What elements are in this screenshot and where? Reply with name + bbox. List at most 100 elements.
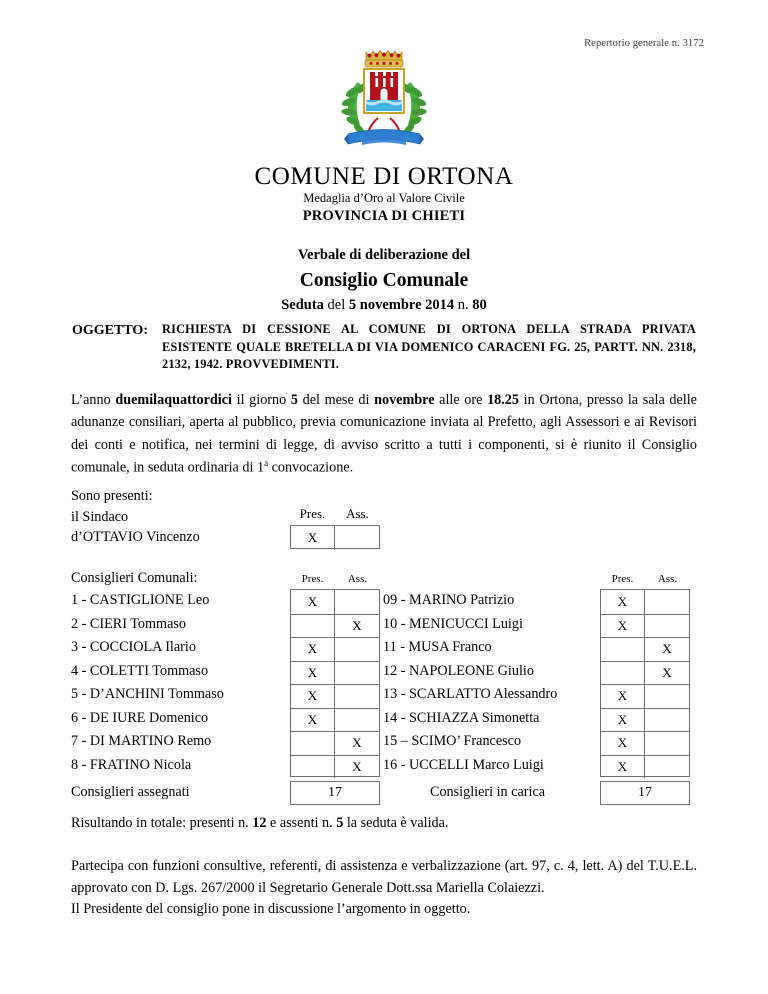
- right-ass-cell-7[interactable]: [645, 732, 689, 755]
- left-ass-cell-4[interactable]: [335, 662, 379, 685]
- left-column-headers: Pres. Ass.: [290, 573, 380, 585]
- councillor-name: 09 - MARINO Patrizio: [383, 592, 515, 609]
- table-row: X: [291, 590, 379, 614]
- intro-part-e: in Ortona, presso la sala delle adunanze…: [71, 392, 697, 477]
- left-ass-cell-6[interactable]: [335, 709, 379, 732]
- table-row: X: [291, 613, 379, 637]
- left-pres-cell-4[interactable]: X: [291, 661, 335, 684]
- right-pres-cell-6[interactable]: X: [601, 708, 645, 731]
- intro-paragraph: L’anno duemilaquattordici il giorno 5 de…: [71, 389, 697, 479]
- left-pres-cell-1[interactable]: X: [291, 590, 335, 614]
- table-row: X: [601, 660, 689, 684]
- list-item: 14 - SCHIAZZA Simonetta: [383, 707, 598, 731]
- consiglio-comunale-label: Consiglio Comunale: [299, 270, 469, 292]
- right-ass-cell-4[interactable]: X: [662, 664, 672, 680]
- councillor-name: 15 – SCIMO’ Francesco: [383, 733, 522, 750]
- assenti-count: 5: [336, 815, 344, 831]
- sindaco-attendance-box: X: [290, 525, 380, 550]
- left-pres-cell-3[interactable]: X: [291, 638, 335, 661]
- left-ass-header: Ass.: [347, 573, 368, 585]
- list-item: 12 - NAPOLEONE Giulio: [383, 660, 598, 684]
- intro-time: 18.25: [487, 392, 519, 408]
- right-pres-cell-1[interactable]: X: [601, 590, 645, 614]
- right-ass-cell-6[interactable]: [645, 709, 689, 732]
- left-ass-cell-5[interactable]: [335, 685, 379, 708]
- seduta-line: Seduta del 5 novembre 2014 n. 80: [0, 297, 768, 314]
- seduta-del: del: [327, 297, 346, 314]
- right-pres-cell-7[interactable]: X: [601, 732, 645, 755]
- left-pres-header: Pres.: [301, 573, 324, 585]
- left-pres-cell-5[interactable]: X: [291, 685, 335, 708]
- councillor-name: 5 - D’ANCHINI Tommaso: [71, 686, 224, 703]
- list-item: 7 - DI MARTINO Remo: [71, 730, 286, 754]
- right-pres-cell-5[interactable]: X: [601, 685, 645, 708]
- consiglieri-comunali-heading: Consiglieri Comunali:: [71, 570, 198, 586]
- seduta-date: 5 novembre 2014: [348, 297, 455, 314]
- table-row: X: [291, 684, 379, 708]
- sindaco-ass-header: Ass.: [346, 506, 369, 521]
- risultando-part-a: Risultando in totale: presenti n.: [71, 815, 253, 831]
- list-item: 15 – SCIMO’ Francesco: [383, 730, 598, 754]
- councillor-name: 16 - UCCELLI Marco Luigi: [383, 756, 544, 773]
- left-ass-cell-3[interactable]: [335, 638, 379, 661]
- table-row: X: [291, 526, 379, 550]
- table-row: X: [291, 637, 379, 661]
- left-pres-cell-7[interactable]: [291, 732, 335, 755]
- right-ass-header: Ass.: [657, 573, 678, 585]
- presidente-paragraph: Il Presidente del consiglio pone in disc…: [71, 901, 471, 917]
- left-pres-cell-6[interactable]: X: [291, 708, 335, 731]
- councillor-name: 4 - COLETTI Tommaso: [71, 662, 209, 679]
- intro-part-d: alle ore: [434, 392, 488, 408]
- list-item: 16 - UCCELLI Marco Luigi: [383, 754, 598, 778]
- right-ass-cell-3[interactable]: X: [662, 641, 672, 657]
- risultando-line: Risultando in totale: presenti n. 12 e a…: [71, 812, 697, 834]
- right-ass-cell-1[interactable]: [645, 590, 689, 614]
- right-pres-cell-4[interactable]: [601, 661, 645, 684]
- intro-ordinal-sup: a: [264, 458, 269, 469]
- left-ass-cell-1[interactable]: [335, 590, 379, 614]
- table-row: X: [601, 754, 689, 779]
- right-pres-cell-8[interactable]: X: [601, 755, 645, 778]
- sindaco-pres-cell[interactable]: X: [291, 526, 335, 550]
- list-item: 1 - CASTIGLIONE Leo: [71, 589, 286, 613]
- oggetto-text: RICHIESTA DI CESSIONE AL COMUNE DI ORTON…: [162, 322, 696, 372]
- oggetto-label: OGGETTO:: [72, 323, 148, 338]
- left-pres-cell-2[interactable]: [291, 614, 335, 637]
- table-row: X: [601, 637, 689, 661]
- sono-presenti-heading: Sono presenti:: [71, 488, 153, 504]
- right-ass-cell-8[interactable]: [645, 756, 689, 779]
- councillor-names-right: 09 - MARINO Patrizio 10 - MENICUCCI Luigi…: [383, 589, 598, 777]
- subtitle-medaglia: Medaglia d’Oro al Valore Civile: [303, 191, 465, 205]
- oggetto-block: OGGETTO: RICHIESTA DI CESSIONE AL COMUNE…: [72, 321, 696, 374]
- list-item: 2 - CIERI Tommaso: [71, 613, 286, 637]
- right-pres-cell-2[interactable]: X: [601, 614, 645, 637]
- left-ass-cell-2[interactable]: X: [352, 617, 362, 633]
- list-item: 4 - COLETTI Tommaso: [71, 660, 286, 684]
- right-column-headers: Pres. Ass.: [600, 573, 690, 585]
- right-ass-cell-5[interactable]: [645, 685, 689, 708]
- sindaco-name: d’OTTAVIO Vincenzo: [71, 529, 200, 545]
- table-row: X: [291, 731, 379, 755]
- sindaco-ass-cell[interactable]: [335, 526, 379, 550]
- intro-month: novembre: [374, 392, 435, 408]
- verbale-label: Verbale di deliberazione del: [297, 247, 471, 264]
- councillor-name: 1 - CASTIGLIONE Leo: [71, 592, 210, 609]
- sindaco-pres-header: Pres.: [299, 506, 326, 521]
- subtitle-provincia: PROVINCIA DI CHIETI: [302, 207, 466, 224]
- table-row: X: [601, 731, 689, 755]
- list-item: 11 - MUSA Franco: [383, 636, 598, 660]
- left-pres-cell-8[interactable]: [291, 755, 335, 778]
- consiglieri-in-carica-value[interactable]: 17: [600, 781, 690, 805]
- right-pres-cell-3[interactable]: [601, 638, 645, 661]
- councillor-name: 13 - SCARLATTO Alessandro: [383, 686, 558, 703]
- left-ass-cell-7[interactable]: X: [352, 735, 362, 751]
- left-ass-cell-8[interactable]: X: [352, 758, 362, 774]
- right-ass-cell-2[interactable]: [645, 615, 689, 638]
- councillor-name: 12 - NAPOLEONE Giulio: [383, 662, 534, 679]
- list-item: 3 - COCCIOLA Ilario: [71, 636, 286, 660]
- repertorio-number: Repertorio generale n. 3172: [584, 38, 704, 49]
- consiglieri-assegnati-value[interactable]: 17: [290, 781, 380, 805]
- risultando-part-c: la seduta è valida.: [343, 815, 449, 831]
